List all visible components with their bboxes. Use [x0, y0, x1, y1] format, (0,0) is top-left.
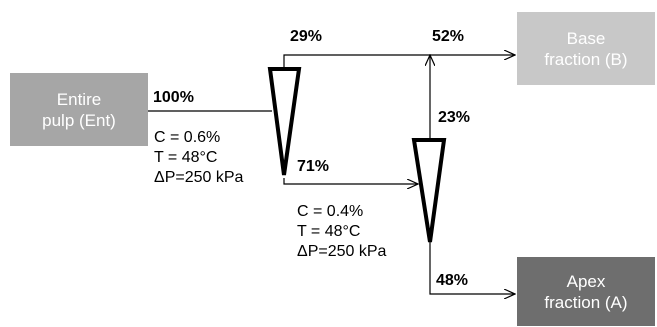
stage1-overflow-percent: 29% — [290, 28, 323, 45]
feed-percent: 100% — [153, 89, 194, 106]
stage1-conditions: C = 0.6% T = 48°C ΔP=250 kPa — [154, 128, 243, 188]
base-total-percent: 52% — [432, 28, 465, 45]
stage1-pressure-drop: ΔP=250 kPa — [154, 169, 244, 186]
entire-pulp-box: Entire pulp (Ent) — [10, 73, 148, 146]
base-fraction-box: Base fraction (B) — [517, 12, 655, 85]
stage2-overflow-percent: 23% — [438, 109, 471, 126]
stage2-conditions: C = 0.4% T = 48°C ΔP=250 kPa — [297, 202, 386, 262]
base-fraction-label-line2: fraction (B) — [544, 49, 628, 69]
stage1-underflow-line — [283, 178, 418, 184]
base-fraction-label-line1: Base — [566, 28, 606, 48]
apex-fraction-box: Apex fraction (A) — [517, 257, 655, 326]
hydrocyclone-stage2-icon — [411, 138, 447, 243]
entire-pulp-label-line1: Entire — [56, 89, 102, 109]
stage2-underflow-line — [429, 240, 515, 294]
hydrocyclone-stage1-icon — [267, 67, 302, 176]
stage1-overflow-line — [283, 55, 515, 68]
apex-fraction-label-line1: Apex — [566, 271, 606, 291]
apex-fraction-label-line2: fraction (A) — [544, 292, 628, 312]
stage1-consistency: C = 0.6% — [154, 129, 221, 146]
stage1-temperature: T = 48°C — [154, 149, 218, 166]
entire-pulp-label-line2: pulp (Ent) — [42, 110, 116, 130]
stage2-pressure-drop: ΔP=250 kPa — [297, 243, 387, 260]
stage2-temperature: T = 48°C — [297, 223, 361, 240]
stage1-underflow-percent: 71% — [297, 158, 330, 175]
stage2-consistency: C = 0.4% — [297, 203, 364, 220]
apex-percent: 48% — [436, 272, 469, 289]
